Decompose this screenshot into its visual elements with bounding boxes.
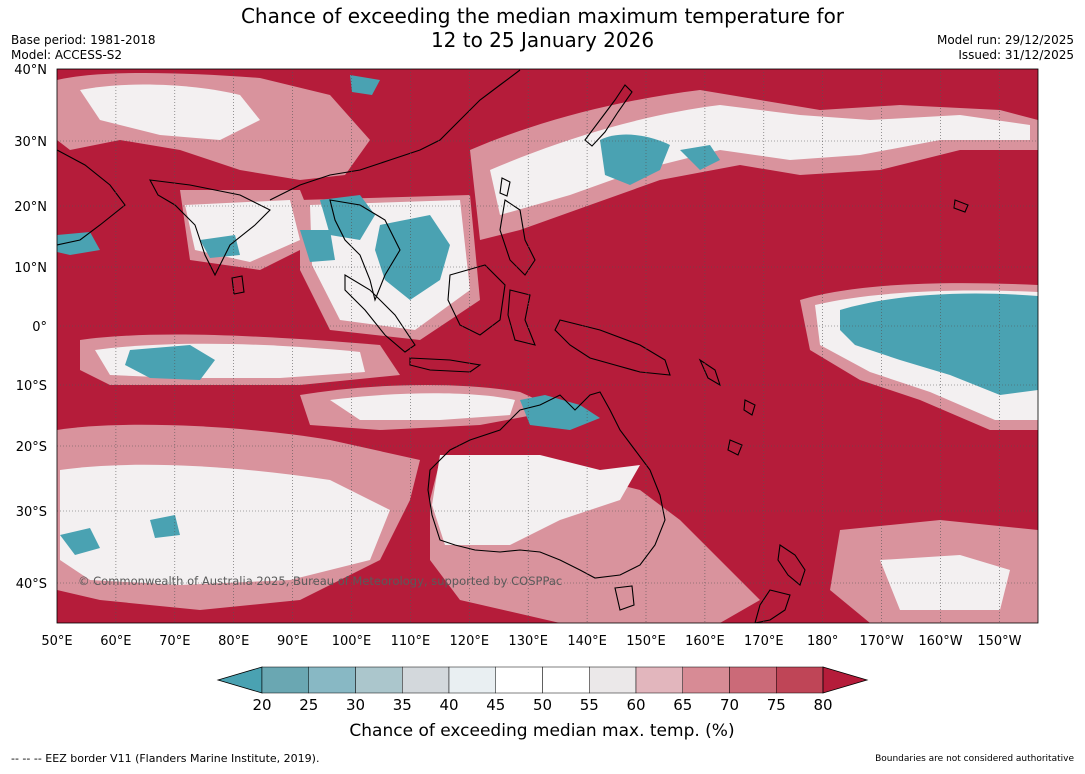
colorbar-tick-label: 30 (346, 696, 365, 714)
map-field: © Commonwealth of Australia 2025, Bureau… (57, 69, 1038, 623)
issued-date: Issued: 31/12/2025 (958, 48, 1074, 62)
longitude-tick-label: 150°E (626, 634, 666, 649)
latitude-tick-label: 10°S (16, 379, 47, 394)
longitude-tick-label: 160°W (918, 634, 962, 649)
graticule (57, 69, 1038, 623)
eez-legend-note: -- -- -- EEZ border V11 (Flanders Marine… (11, 752, 320, 765)
colorbar-tick-label: 55 (580, 696, 599, 714)
colorbar-segment (729, 666, 777, 694)
neutral-probability-areas (60, 84, 1038, 610)
longitude-tick-label: 140°E (567, 634, 607, 649)
colorbar-segment (355, 666, 403, 694)
colorbar-tick-label: 80 (813, 696, 832, 714)
low-probability-areas (57, 75, 1038, 555)
latitude-axis: 40°N 30°N 20°N 10°N 0° 10°S 20°S 30°S 40°S (14, 63, 47, 592)
longitude-tick-label: 110°E (391, 634, 431, 649)
boundaries-disclaimer: Boundaries are not considered authoritat… (875, 754, 1074, 764)
colorbar-tick-label: 25 (299, 696, 318, 714)
base-period: Base period: 1981-2018 (11, 33, 156, 47)
colorbar-tick-label: 60 (626, 696, 645, 714)
colorbar-title: Chance of exceeding median max. temp. (%… (349, 721, 734, 741)
colorbar-high-extension (822, 666, 869, 694)
colorbar-segment (448, 666, 496, 694)
colorbar-segment (542, 666, 590, 694)
longitude-tick-label: 70°E (159, 634, 190, 649)
longitude-tick-label: 160°E (685, 634, 725, 649)
colorbar-tick-label: 35 (393, 696, 412, 714)
colorbar-tick-label: 75 (767, 696, 786, 714)
colorbar-tick-label: 40 (439, 696, 458, 714)
colorbar-tick-label: 50 (533, 696, 552, 714)
longitude-tick-label: 180° (807, 634, 838, 649)
longitude-tick-label: 50°E (41, 634, 72, 649)
longitude-tick-label: 100°E (332, 634, 372, 649)
longitude-tick-label: 80°E (218, 634, 249, 649)
colorbar-segment (682, 666, 730, 694)
colorbar-tick-label: 65 (673, 696, 692, 714)
meta-left: Base period: 1981-2018 Model: ACCESS-S2 (11, 33, 156, 63)
latitude-tick-label: 30°N (14, 135, 47, 150)
colorbar-tick-label: 70 (720, 696, 739, 714)
latitude-tick-label: 20°S (16, 440, 47, 455)
map-frame (56, 68, 1039, 624)
longitude-tick-label: 150°W (977, 634, 1021, 649)
latitude-tick-label: 30°S (16, 505, 47, 520)
colorbar-segment (589, 666, 637, 694)
longitude-axis: 50°E 60°E 70°E 80°E 90°E 100°E 110°E 120°E 130°E… (41, 634, 1021, 649)
title-line-2: 12 to 25 January 2026 (430, 28, 655, 52)
latitude-tick-label: 40°N (14, 63, 47, 78)
longitude-tick-label: 170°E (744, 634, 784, 649)
title-line-1: Chance of exceeding the median maximum t… (240, 4, 845, 28)
colorbar-tick-label: 45 (486, 696, 505, 714)
latitude-tick-label: 20°N (14, 200, 47, 215)
colorbar-segment (776, 666, 824, 694)
colorbar-segment (261, 666, 309, 694)
longitude-tick-label: 170°W (860, 634, 904, 649)
colorbar-segment (308, 666, 356, 694)
coastlines (57, 69, 969, 623)
copyright-text: © Commonwealth of Australia 2025, Bureau… (78, 574, 562, 588)
longitude-tick-label: 60°E (100, 634, 131, 649)
chart-title: Chance of exceeding the median maximum t… (0, 4, 1085, 52)
meta-right: Model run: 29/12/2025 Issued: 31/12/2025 (937, 33, 1074, 63)
longitude-tick-label: 90°E (277, 634, 308, 649)
colorbar-segment (402, 666, 450, 694)
colorbar-low-extension (216, 666, 263, 694)
latitude-tick-label: 0° (32, 320, 47, 335)
longitude-tick-label: 120°E (450, 634, 490, 649)
colorbar-segment (635, 666, 683, 694)
longitude-tick-label: 130°E (508, 634, 548, 649)
colorbar-ticks: 20 25 30 35 40 45 50 55 60 65 70 75 80 (252, 696, 832, 714)
colorbar-segment (495, 666, 543, 694)
model-name: Model: ACCESS-S2 (11, 48, 123, 62)
colorbar (216, 666, 869, 694)
latitude-tick-label: 40°S (16, 577, 47, 592)
colorbar-tick-label: 20 (252, 696, 271, 714)
model-run: Model run: 29/12/2025 (936, 33, 1074, 47)
latitude-tick-label: 10°N (14, 261, 47, 276)
